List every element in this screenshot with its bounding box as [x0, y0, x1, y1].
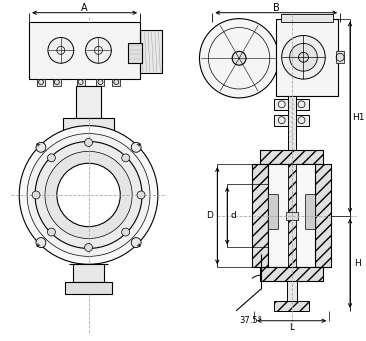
Bar: [274, 99, 309, 110]
Bar: [336, 51, 344, 63]
Text: B: B: [273, 3, 280, 13]
Circle shape: [27, 134, 150, 256]
Circle shape: [48, 228, 55, 236]
Bar: [63, 118, 114, 135]
Text: H1: H1: [352, 113, 364, 122]
Text: D: D: [206, 211, 213, 220]
Bar: [268, 194, 278, 228]
Bar: [288, 96, 296, 150]
Circle shape: [48, 154, 55, 162]
Bar: [29, 21, 140, 79]
Text: A: A: [81, 3, 88, 13]
Bar: [306, 194, 315, 228]
Circle shape: [299, 52, 309, 62]
Bar: [260, 150, 323, 164]
Text: 37.5°: 37.5°: [239, 316, 262, 325]
Circle shape: [85, 243, 93, 251]
Circle shape: [19, 125, 158, 264]
Bar: [73, 264, 104, 282]
Circle shape: [36, 143, 46, 152]
Circle shape: [57, 163, 120, 227]
Circle shape: [48, 38, 74, 63]
Bar: [288, 164, 296, 267]
Circle shape: [86, 38, 111, 63]
Circle shape: [36, 238, 46, 248]
Bar: [97, 79, 104, 86]
Circle shape: [232, 51, 246, 65]
Bar: [281, 14, 333, 21]
Circle shape: [137, 191, 145, 199]
Circle shape: [131, 238, 141, 248]
Circle shape: [32, 191, 40, 199]
Bar: [252, 164, 268, 267]
Bar: [53, 79, 61, 86]
Circle shape: [282, 35, 325, 79]
Circle shape: [122, 154, 130, 162]
Circle shape: [45, 151, 132, 239]
Bar: [37, 79, 45, 86]
Text: d: d: [230, 211, 236, 220]
Bar: [285, 212, 298, 220]
Circle shape: [290, 43, 317, 71]
Circle shape: [122, 228, 130, 236]
Bar: [268, 164, 315, 267]
Bar: [65, 282, 112, 294]
Bar: [274, 115, 309, 125]
Text: L: L: [289, 323, 294, 332]
Bar: [140, 30, 162, 73]
Bar: [276, 19, 338, 96]
Bar: [128, 43, 142, 63]
Circle shape: [199, 19, 279, 98]
Bar: [260, 267, 323, 281]
Text: H: H: [355, 259, 361, 268]
Bar: [76, 79, 85, 86]
Circle shape: [85, 138, 93, 146]
Bar: [76, 86, 101, 118]
Bar: [315, 164, 331, 267]
Circle shape: [35, 142, 142, 249]
Bar: [274, 301, 309, 311]
Bar: [112, 79, 120, 86]
Circle shape: [131, 143, 141, 152]
Bar: [287, 281, 296, 301]
